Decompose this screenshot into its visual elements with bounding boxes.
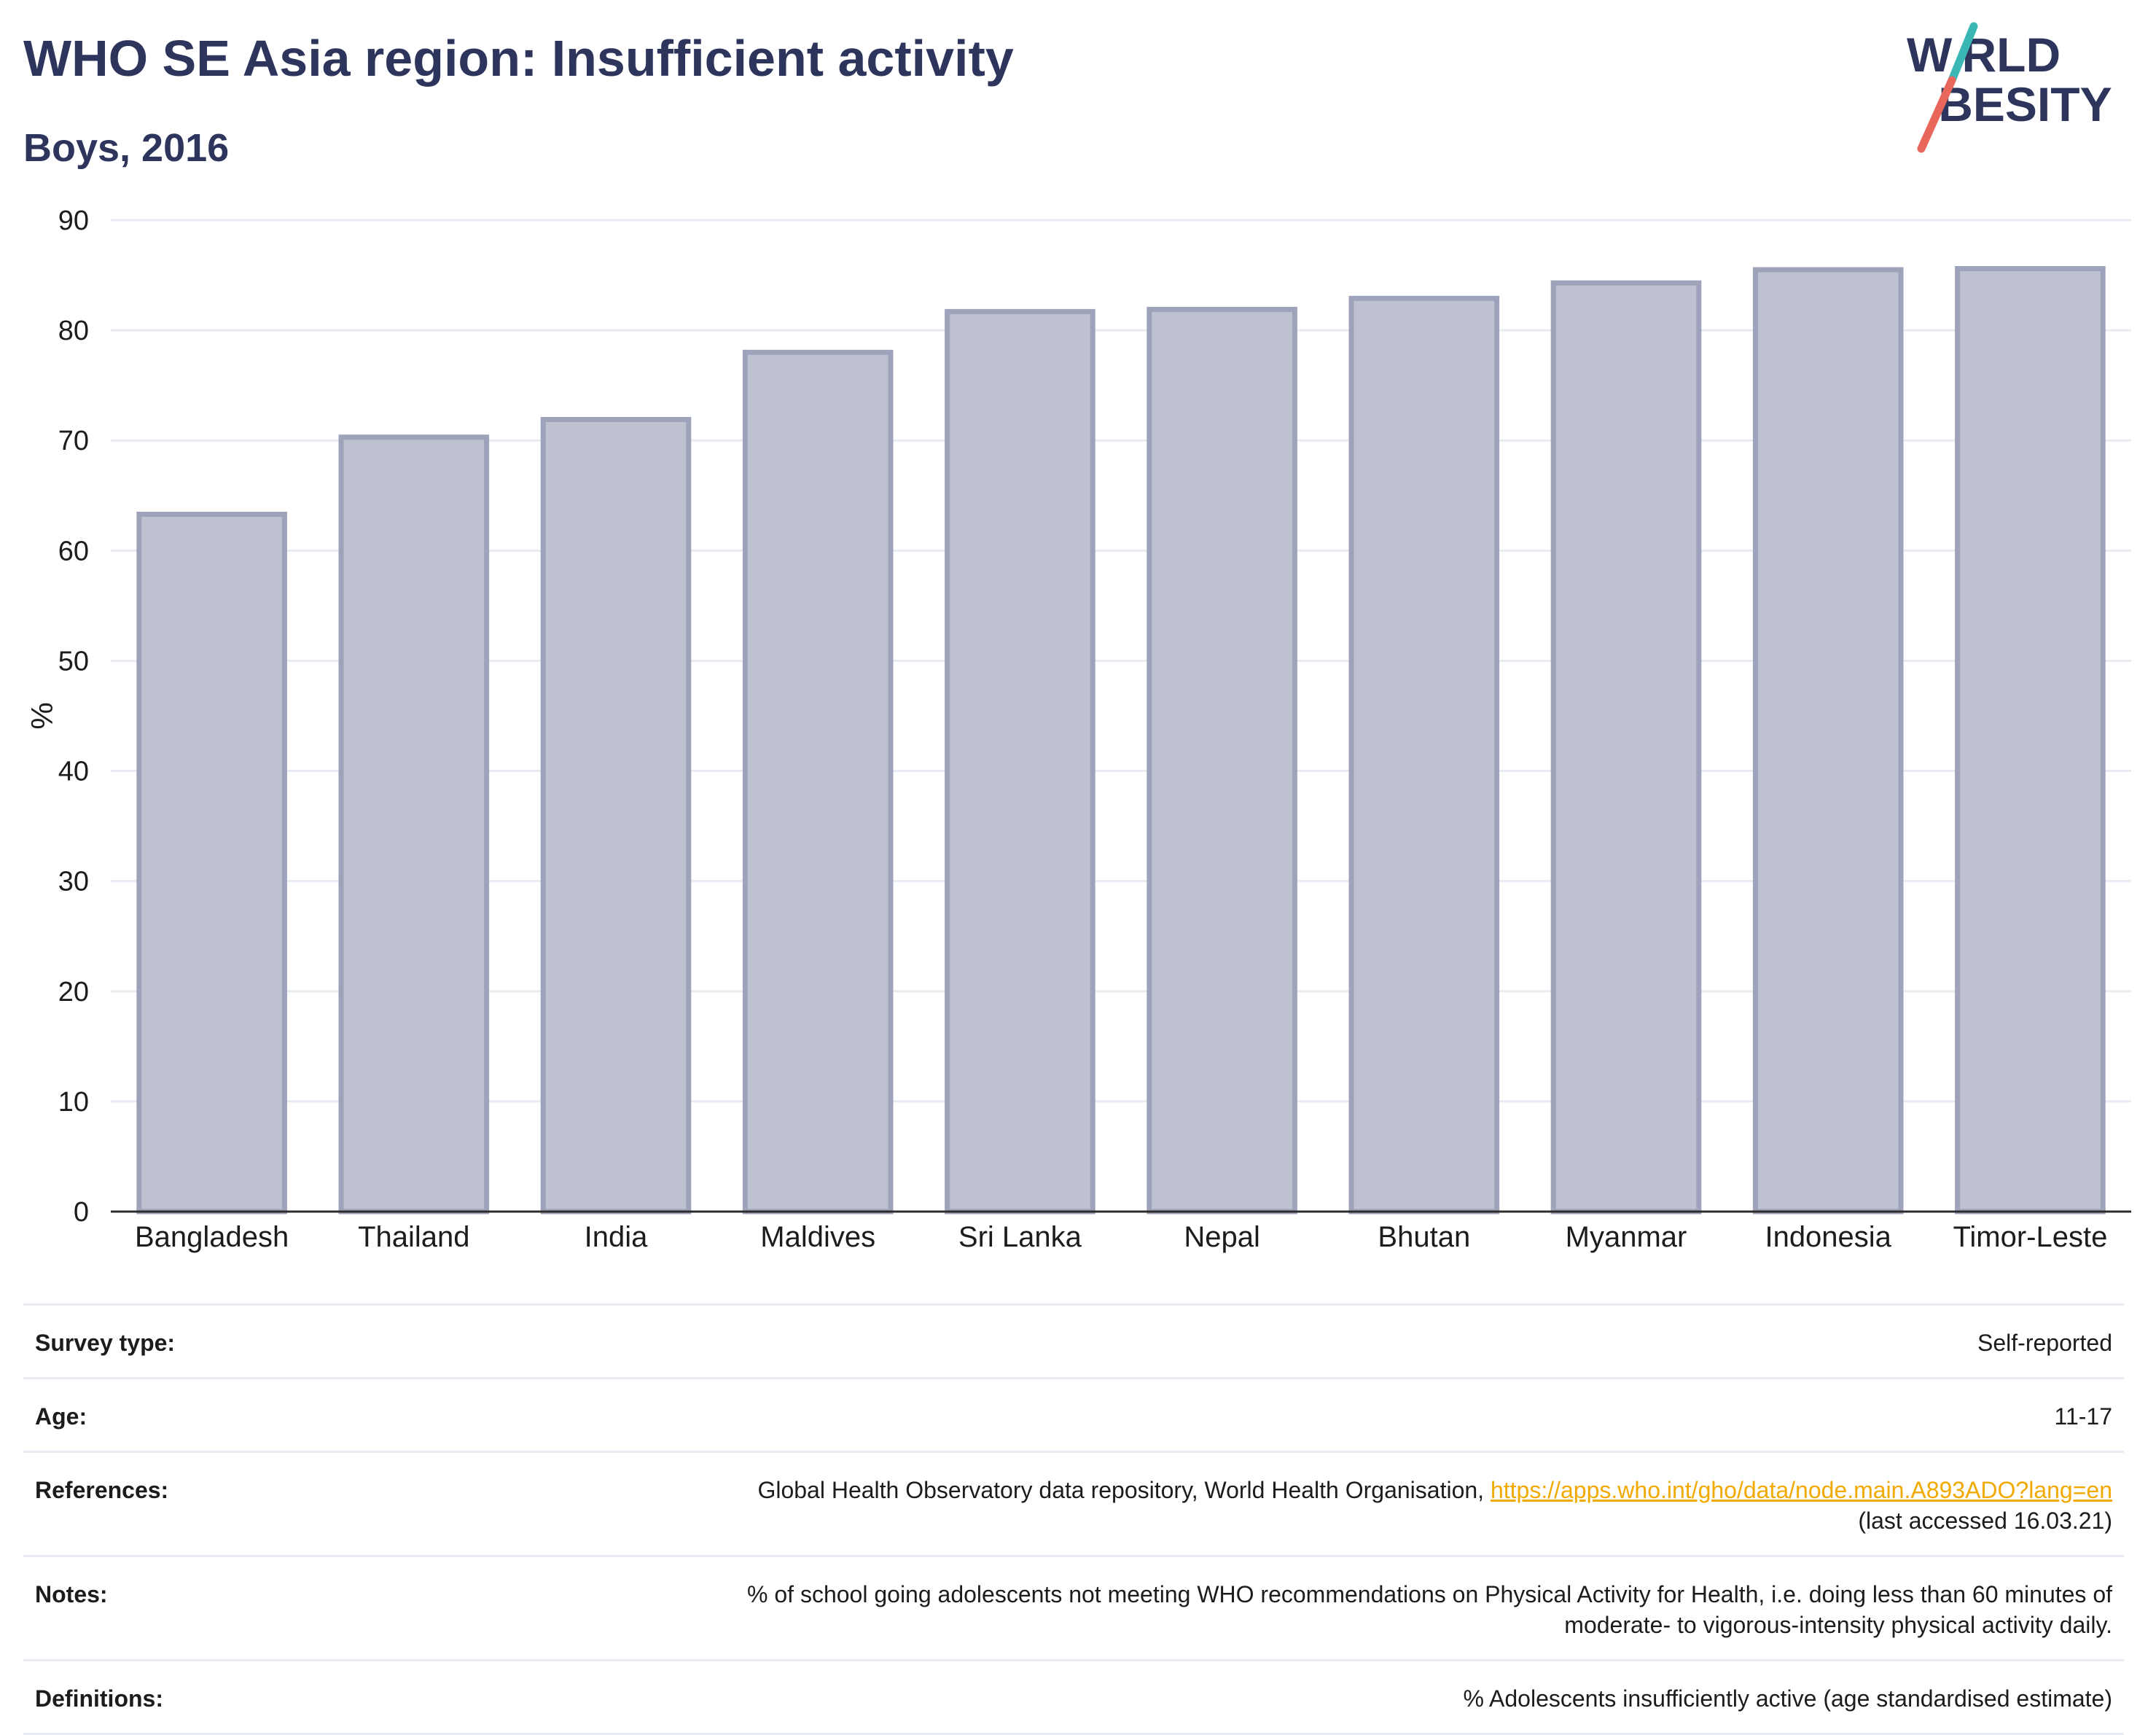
age-label: Age: bbox=[35, 1403, 87, 1430]
bar bbox=[136, 511, 287, 1214]
x-tick-label: Maldives bbox=[760, 1221, 875, 1253]
bar bbox=[338, 434, 490, 1214]
x-axis-ticks: Bangladesh Thailand India Maldives Sri Lanka… bbox=[135, 1221, 2107, 1253]
notes-value: % of school going adolescents not meetin… bbox=[137, 1579, 2112, 1640]
y-tick-label: 90 bbox=[58, 206, 89, 236]
x-tick-label: India bbox=[585, 1221, 648, 1253]
survey-type-row: Survey type: Self-reported bbox=[23, 1306, 2124, 1379]
notes-line-1: % of school going adolescents not meetin… bbox=[747, 1581, 2112, 1607]
y-tick-label: 20 bbox=[58, 977, 89, 1007]
bar bbox=[1955, 265, 2106, 1214]
survey-type-value: Self-reported bbox=[1977, 1330, 2112, 1356]
age-row: Age: 11-17 bbox=[23, 1379, 2124, 1453]
logo-slash-top bbox=[1948, 22, 1978, 85]
x-tick-label: Timor-Leste bbox=[1953, 1221, 2107, 1253]
bar bbox=[945, 308, 1095, 1214]
y-tick-label: 30 bbox=[58, 867, 89, 897]
logo-line-2: BESITY bbox=[1929, 77, 2112, 131]
y-tick-label: 70 bbox=[58, 426, 89, 456]
bar-chart: 0 10 20 30 40 50 60 70 80 90 Bangladesh Thailand In… bbox=[25, 206, 2131, 1253]
notes-label: Notes: bbox=[35, 1581, 108, 1607]
bars bbox=[136, 265, 2106, 1214]
references-suffix: (last accessed 16.03.21) bbox=[1858, 1508, 2112, 1534]
definitions-row: Definitions: % Adolescents insufficientl… bbox=[23, 1661, 2124, 1735]
age-value: 11-17 bbox=[2054, 1403, 2112, 1430]
references-value: Global Health Observatory data repositor… bbox=[198, 1475, 2112, 1536]
world-obesity-logo: W RLD BESITY bbox=[1907, 22, 2112, 153]
notes-row: Notes: % of school going adolescents not… bbox=[23, 1557, 2124, 1661]
definitions-label: Definitions: bbox=[35, 1685, 163, 1712]
x-tick-label: Bhutan bbox=[1378, 1221, 1470, 1253]
x-tick-label: Sri Lanka bbox=[958, 1221, 1082, 1253]
bar bbox=[1147, 306, 1297, 1214]
y-tick-label: 80 bbox=[58, 316, 89, 346]
metadata-table: Survey type: Self-reported Age: 11-17 Re… bbox=[23, 1303, 2124, 1735]
logo-line-1: W RLD bbox=[1907, 28, 2061, 82]
x-tick-label: Thailand bbox=[358, 1221, 469, 1253]
definitions-value: % Adolescents insufficiently active (age… bbox=[1463, 1685, 2112, 1712]
x-tick-label: Bangladesh bbox=[135, 1221, 289, 1253]
logo-slash-bottom bbox=[1917, 76, 1956, 153]
bar bbox=[1348, 295, 1500, 1214]
y-axis-ticks: 0 10 20 30 40 50 60 70 80 90 bbox=[58, 206, 89, 1228]
bar bbox=[1752, 267, 1904, 1214]
survey-type-label: Survey type: bbox=[35, 1330, 176, 1356]
y-tick-label: 0 bbox=[74, 1197, 89, 1228]
y-tick-label: 60 bbox=[58, 536, 89, 566]
bar bbox=[742, 349, 894, 1214]
references-label: References: bbox=[35, 1477, 169, 1503]
notes-line-2: moderate- to vigorous-intensity physical… bbox=[1564, 1612, 2112, 1638]
chart-title: WHO SE Asia region: Insufficient activit… bbox=[23, 30, 1014, 87]
y-tick-label: 40 bbox=[58, 757, 89, 787]
bar bbox=[540, 417, 692, 1214]
references-link[interactable]: https://apps.who.int/gho/data/node.main.… bbox=[1490, 1477, 2112, 1503]
x-tick-label: Indonesia bbox=[1765, 1221, 1891, 1253]
references-text: Global Health Observatory data repositor… bbox=[757, 1477, 1491, 1503]
bar bbox=[1550, 280, 1702, 1214]
y-axis-title: % bbox=[25, 702, 59, 729]
y-tick-label: 50 bbox=[58, 646, 89, 677]
x-tick-label: Myanmar bbox=[1566, 1221, 1687, 1253]
x-tick-label: Nepal bbox=[1184, 1221, 1260, 1253]
references-row: References: Global Health Observatory da… bbox=[23, 1453, 2124, 1557]
y-tick-label: 10 bbox=[58, 1087, 89, 1118]
chart-subtitle: Boys, 2016 bbox=[23, 126, 230, 170]
